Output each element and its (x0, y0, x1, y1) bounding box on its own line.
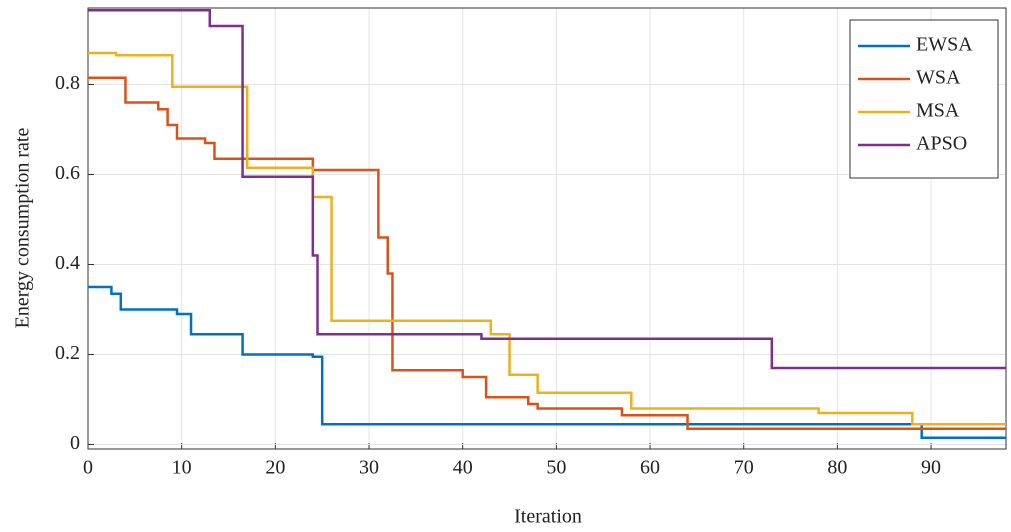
x-tick-label: 60 (640, 457, 660, 479)
y-tick-label: 0.8 (55, 72, 80, 94)
y-tick-label: 0.6 (55, 162, 80, 184)
x-tick-label: 10 (172, 457, 192, 479)
legend-label: MSA (916, 100, 960, 122)
y-tick-label: 0.2 (55, 342, 80, 364)
legend-label: APSO (916, 133, 967, 155)
series-line (88, 51, 1006, 426)
series-line (88, 9, 1006, 370)
x-axis-label: Iteration (514, 506, 582, 528)
x-tick-label: 50 (546, 457, 566, 479)
legend-label: EWSA (916, 34, 973, 56)
series-line (88, 285, 1006, 439)
legend-label: WSA (916, 67, 961, 89)
series-line (88, 76, 1006, 430)
y-tick-label: 0 (70, 432, 80, 454)
y-tick-label: 0.4 (55, 252, 80, 274)
x-tick-label: 40 (453, 457, 473, 479)
x-tick-label: 30 (359, 457, 379, 479)
y-axis-label: Energy consumption rate (12, 128, 34, 329)
plot-frame (87, 7, 1007, 450)
x-tick-label: 20 (265, 457, 285, 479)
x-tick-label: 80 (827, 457, 847, 479)
x-tick-label: 90 (921, 457, 941, 479)
x-tick-label: 0 (83, 457, 93, 479)
x-tick-label: 70 (734, 457, 754, 479)
